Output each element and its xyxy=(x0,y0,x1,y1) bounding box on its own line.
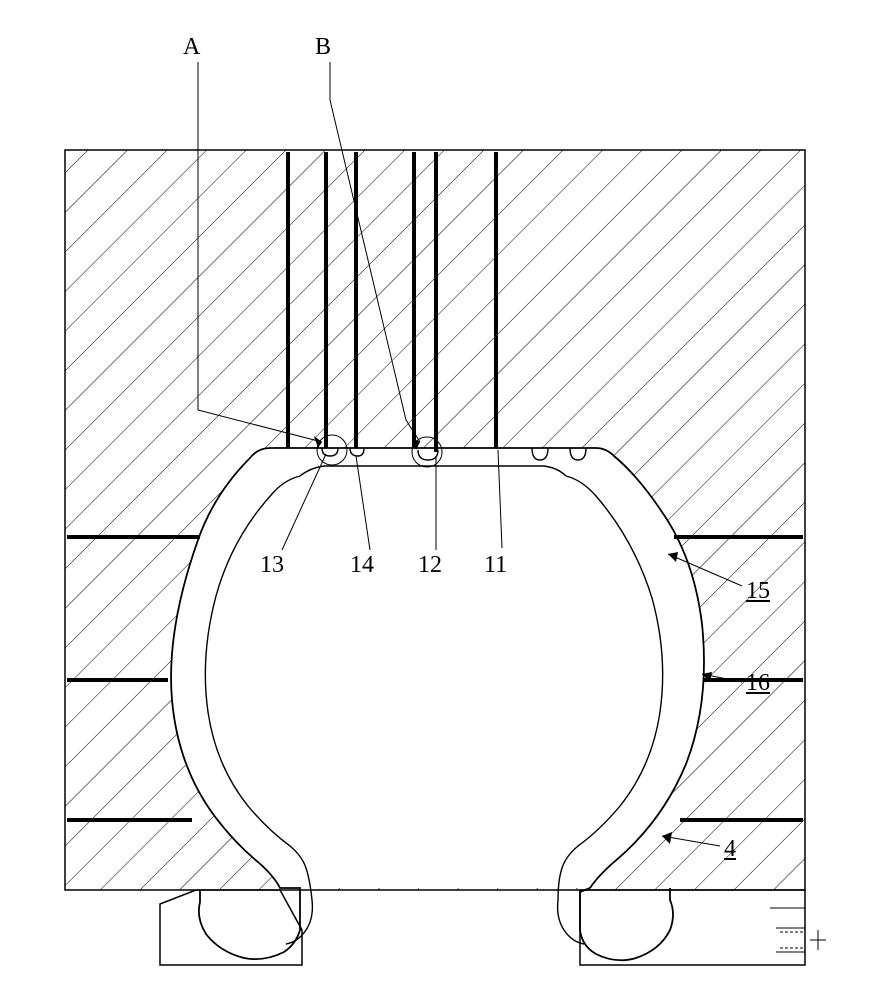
callout-B-label: B xyxy=(315,34,331,61)
callout-13-label: 13 xyxy=(260,552,284,579)
callout-4-label: 4 xyxy=(724,836,736,863)
diagram-svg xyxy=(0,0,875,1000)
callout-15-label: 15 xyxy=(746,578,770,605)
callout-11-label: 11 xyxy=(484,552,507,579)
callout-16-label: 16 xyxy=(746,670,770,697)
callout-12-label: 12 xyxy=(418,552,442,579)
callout-A-label: A xyxy=(183,34,200,61)
tread-grooves xyxy=(322,448,586,460)
bead-blocks xyxy=(160,890,826,965)
diagram-canvas: A B 13 14 12 11 15 16 4 xyxy=(0,0,875,1000)
callout-14-label: 14 xyxy=(350,552,374,579)
tire-inner-profile xyxy=(205,466,662,944)
